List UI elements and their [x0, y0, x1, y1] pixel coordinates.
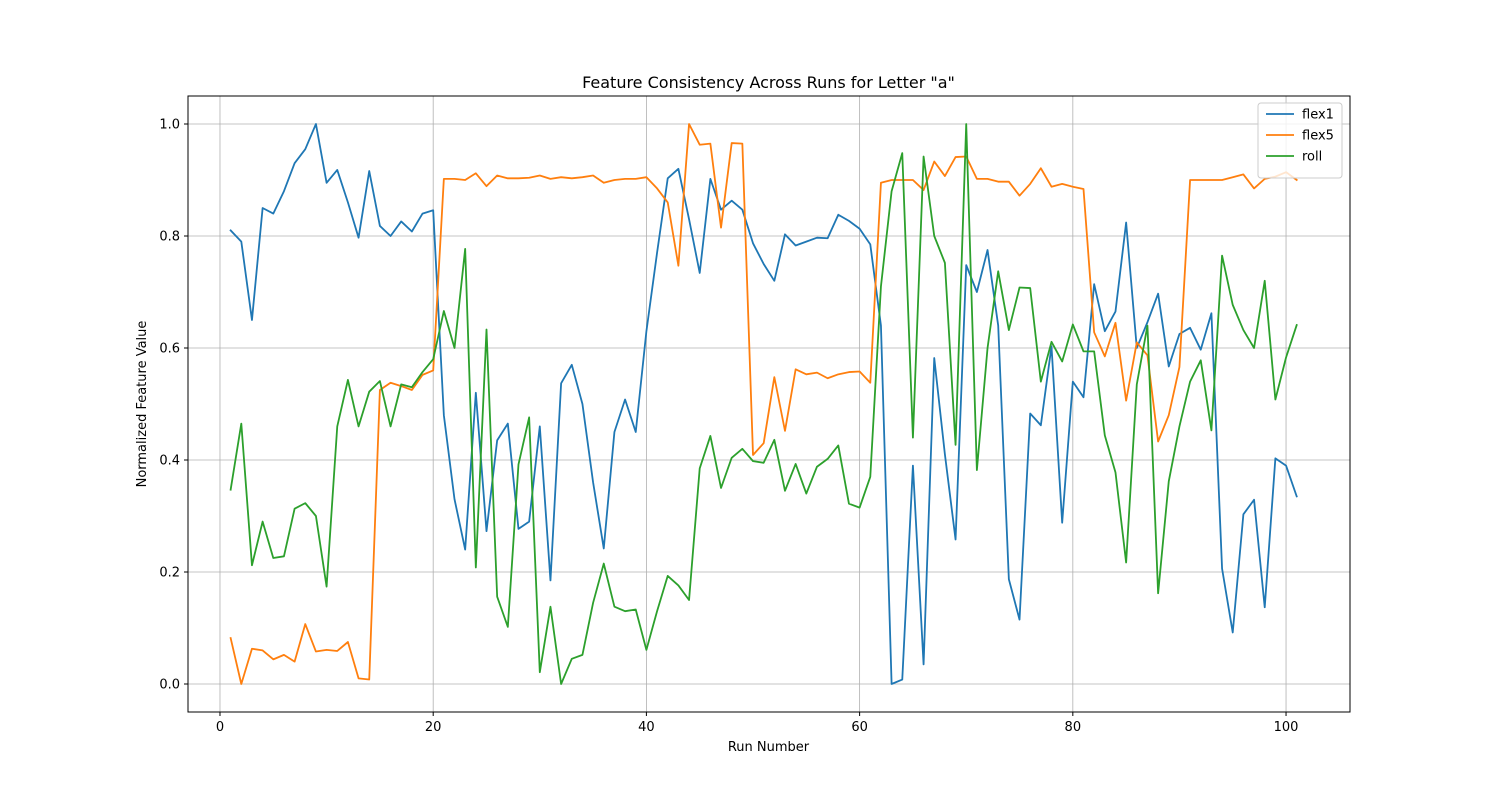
- plot-area-frame: [187, 95, 1351, 713]
- legend-box: [1257, 102, 1343, 179]
- chart-title: Feature Consistency Across Runs for Lett…: [582, 73, 955, 92]
- x-axis-ticks: 0 20 40 60 80 100: [216, 712, 1299, 735]
- y-tick-label: 1.0: [159, 118, 180, 133]
- x-tick-label: 20: [425, 720, 442, 735]
- y-tick-label: 0.8: [159, 230, 180, 245]
- series-line-flex5: [229, 123, 1298, 685]
- y-axis-label: Normalized Feature Value: [135, 321, 150, 488]
- x-axis-label: Run Number: [728, 740, 810, 755]
- x-tick-label: 0: [216, 720, 224, 735]
- grid-lines: [188, 96, 1350, 712]
- legend-label-roll: roll: [1302, 150, 1322, 165]
- x-tick-label: 100: [1274, 720, 1299, 735]
- series-line-flex1: [229, 123, 1298, 685]
- legend-label-flex1: flex1: [1302, 108, 1334, 123]
- series-line-roll: [229, 123, 1298, 685]
- legend-label-flex5: flex5: [1302, 129, 1334, 144]
- y-tick-label: 0.0: [159, 678, 180, 693]
- series-layer: [229, 123, 1298, 685]
- x-tick-label: 60: [851, 720, 868, 735]
- legend: flex1 flex5 roll: [1257, 102, 1343, 179]
- x-tick-label: 40: [638, 720, 655, 735]
- y-axis-ticks: 0.0 0.2 0.4 0.6 0.8 1.0: [159, 118, 188, 693]
- x-tick-label: 80: [1065, 720, 1082, 735]
- y-tick-label: 0.2: [159, 566, 180, 581]
- y-tick-label: 0.4: [159, 454, 180, 469]
- y-tick-label: 0.6: [159, 342, 180, 357]
